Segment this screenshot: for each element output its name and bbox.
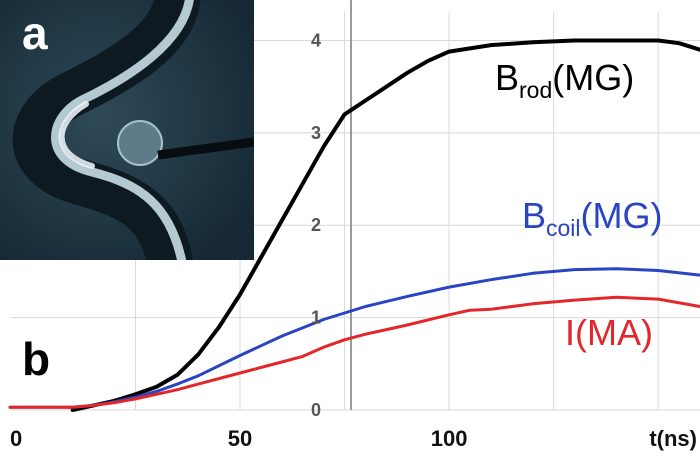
x-tick-label: 50 — [228, 426, 252, 451]
y-tick-label: 3 — [311, 123, 321, 143]
y-tick-label: 2 — [311, 215, 321, 235]
inset-photo — [0, 0, 254, 260]
series-labels: Brod(MG) Bcoil(MG) I(MA) — [495, 57, 663, 353]
x-tick-label: 0 — [10, 426, 22, 451]
series-label-2: I(MA) — [565, 312, 653, 353]
series-line-0 — [70, 38, 700, 412]
y-tick-label: 1 — [311, 308, 321, 328]
x-unit-label: t(ns) — [649, 426, 697, 451]
series-lines — [8, 38, 700, 412]
x-tick-label: 100 — [431, 426, 468, 451]
series-label-1: Bcoil(MG) — [522, 195, 663, 241]
y-tick-label: 0 — [311, 400, 321, 420]
series-label-0: Brod(MG) — [495, 57, 634, 103]
tick-labels: 0 1 2 3 4 0 50 100 t(ns) — [10, 30, 697, 451]
panel-label-b: b — [22, 333, 51, 385]
series-line-2 — [8, 295, 700, 409]
y-tick-label: 4 — [311, 30, 321, 50]
panel-label-a: a — [22, 7, 48, 59]
